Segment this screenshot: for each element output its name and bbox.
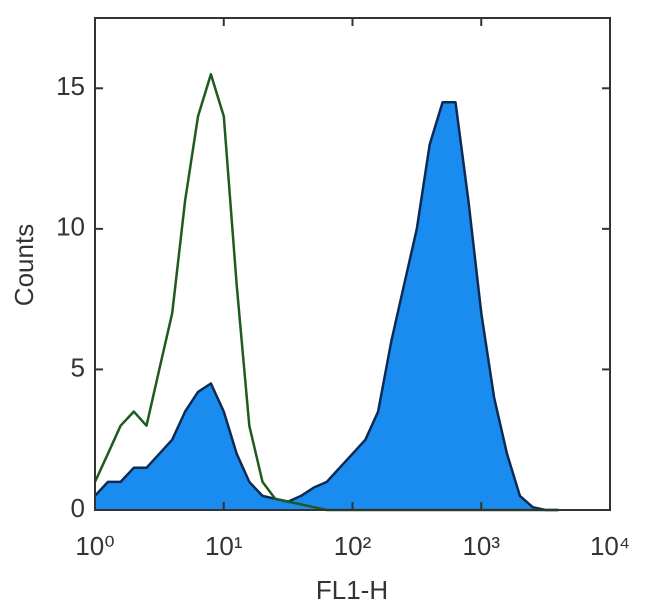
y-tick-label: 5: [71, 352, 85, 382]
plot-frame: [94, 17, 611, 511]
y-axis-label: Counts: [9, 224, 39, 306]
y-tick-label: 15: [56, 71, 85, 101]
x-tick-label: 10⁰: [75, 531, 114, 561]
y-tick-label: 10: [56, 212, 85, 242]
series-line: [94, 101, 559, 512]
x-axis-label: FL1-H: [316, 575, 388, 605]
x-tick-label: 10²: [334, 531, 372, 561]
x-tick-label: 10³: [462, 531, 500, 561]
area-fill: [95, 102, 559, 511]
x-tick-label: 10¹: [205, 531, 243, 561]
x-tick-label: 10⁴: [590, 531, 630, 561]
plot-border: [94, 17, 611, 511]
y-tick-label: 0: [71, 493, 85, 523]
